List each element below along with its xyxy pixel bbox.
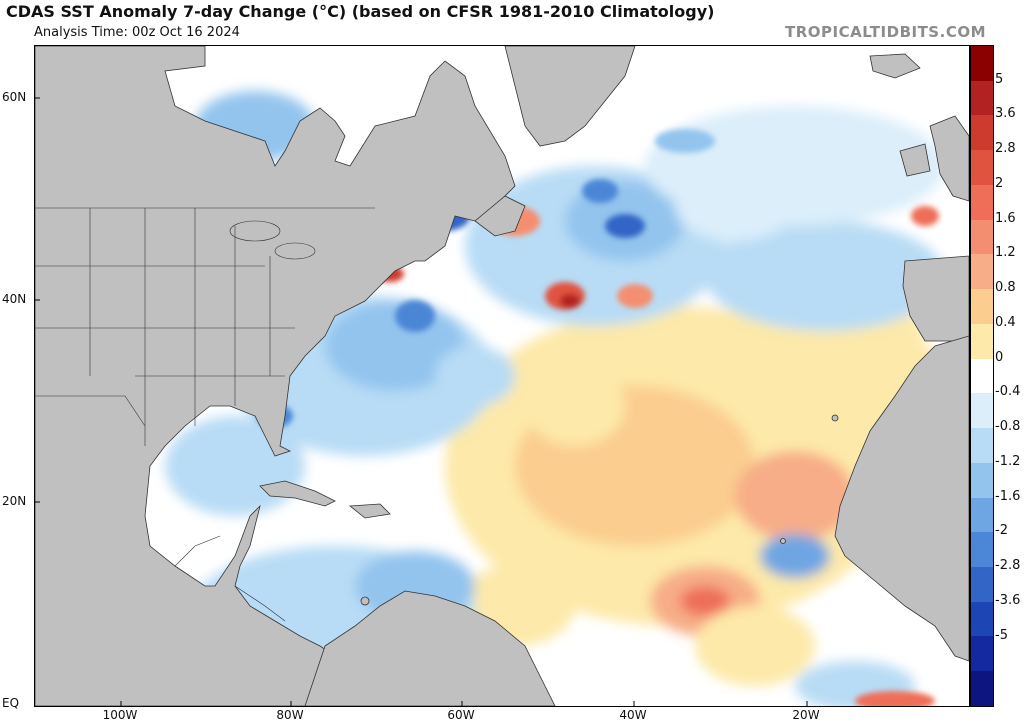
lon-label-40w: 40W bbox=[619, 708, 647, 722]
colorbar-segment bbox=[971, 428, 993, 463]
cuba bbox=[259, 480, 336, 507]
iceland bbox=[869, 53, 921, 79]
canary-islands bbox=[831, 414, 839, 422]
colorbar-segment bbox=[971, 532, 993, 568]
analysis-time: Analysis Time: 00z Oct 16 2024 bbox=[34, 25, 240, 40]
lon-label-100w: 100W bbox=[102, 708, 138, 722]
ireland bbox=[899, 143, 931, 177]
hispaniola bbox=[348, 503, 391, 519]
lon-label-60w: 60W bbox=[447, 708, 475, 722]
colorbar-segment bbox=[971, 219, 993, 255]
colorbar bbox=[970, 45, 994, 707]
great-britain bbox=[929, 115, 969, 202]
site-credit: TROPICALTIDBITS.COM bbox=[785, 23, 986, 41]
colorbar-label: 3.6 bbox=[995, 106, 1016, 122]
sst-map bbox=[34, 45, 970, 707]
africa bbox=[834, 335, 969, 662]
political-boundaries bbox=[35, 207, 375, 622]
colorbar-segment bbox=[971, 184, 993, 220]
colorbar-label: 5 bbox=[995, 71, 1004, 87]
colorbar-segment bbox=[971, 636, 993, 672]
colorbar-segment bbox=[971, 393, 993, 429]
south-america bbox=[304, 590, 556, 706]
colorbar-segment bbox=[971, 46, 993, 81]
lat-label-20n: 20N bbox=[2, 494, 27, 508]
colorbar-label: -1.2 bbox=[995, 453, 1021, 469]
cape-verde bbox=[780, 538, 786, 544]
colorbar-segment bbox=[971, 323, 993, 359]
map-canvas bbox=[35, 46, 969, 706]
colorbar-segment bbox=[971, 567, 993, 602]
colorbar-label: -2 bbox=[995, 523, 1008, 539]
colorbar-label: 1.6 bbox=[995, 210, 1016, 226]
colorbar-segment bbox=[971, 462, 993, 498]
colorbar-label: -0.4 bbox=[995, 384, 1021, 400]
colorbar-label: -2.8 bbox=[995, 558, 1021, 574]
colorbar-label: -3.6 bbox=[995, 592, 1021, 608]
map-title: CDAS SST Anomaly 7-day Change (°C) (base… bbox=[6, 2, 715, 21]
lon-label-80w: 80W bbox=[276, 708, 304, 722]
colorbar-segment bbox=[971, 358, 993, 394]
newfoundland bbox=[474, 195, 526, 237]
graticule-ticks bbox=[35, 97, 808, 706]
trinidad bbox=[360, 596, 370, 606]
lat-label-60n: 60N bbox=[2, 90, 27, 104]
colorbar-segment bbox=[971, 80, 993, 116]
lat-label-eq: EQ bbox=[2, 696, 20, 710]
colorbar-segment bbox=[971, 115, 993, 151]
colorbar-label: 0.8 bbox=[995, 280, 1016, 296]
great-lakes-east bbox=[274, 242, 316, 260]
colorbar-segment bbox=[971, 289, 993, 324]
great-lakes bbox=[229, 220, 281, 242]
colorbar-segment bbox=[971, 671, 993, 706]
colorbar-segment bbox=[971, 497, 993, 533]
lat-label-40n: 40N bbox=[2, 292, 27, 306]
iberia bbox=[902, 255, 969, 342]
colorbar-label: 2.8 bbox=[995, 141, 1016, 157]
colorbar-label: -5 bbox=[995, 627, 1008, 643]
colorbar-segment bbox=[971, 150, 993, 185]
colorbar-segment bbox=[971, 601, 993, 637]
greenland bbox=[504, 46, 636, 147]
colorbar-label: 0.4 bbox=[995, 314, 1016, 330]
lon-label-20w: 20W bbox=[792, 708, 820, 722]
colorbar-label: -0.8 bbox=[995, 419, 1021, 435]
colorbar-segment bbox=[971, 254, 993, 290]
colorbar-label: -1.6 bbox=[995, 488, 1021, 504]
colorbar-label: 0 bbox=[995, 349, 1004, 365]
colorbar-label: 2 bbox=[995, 175, 1004, 191]
colorbar-label: 1.2 bbox=[995, 245, 1016, 261]
